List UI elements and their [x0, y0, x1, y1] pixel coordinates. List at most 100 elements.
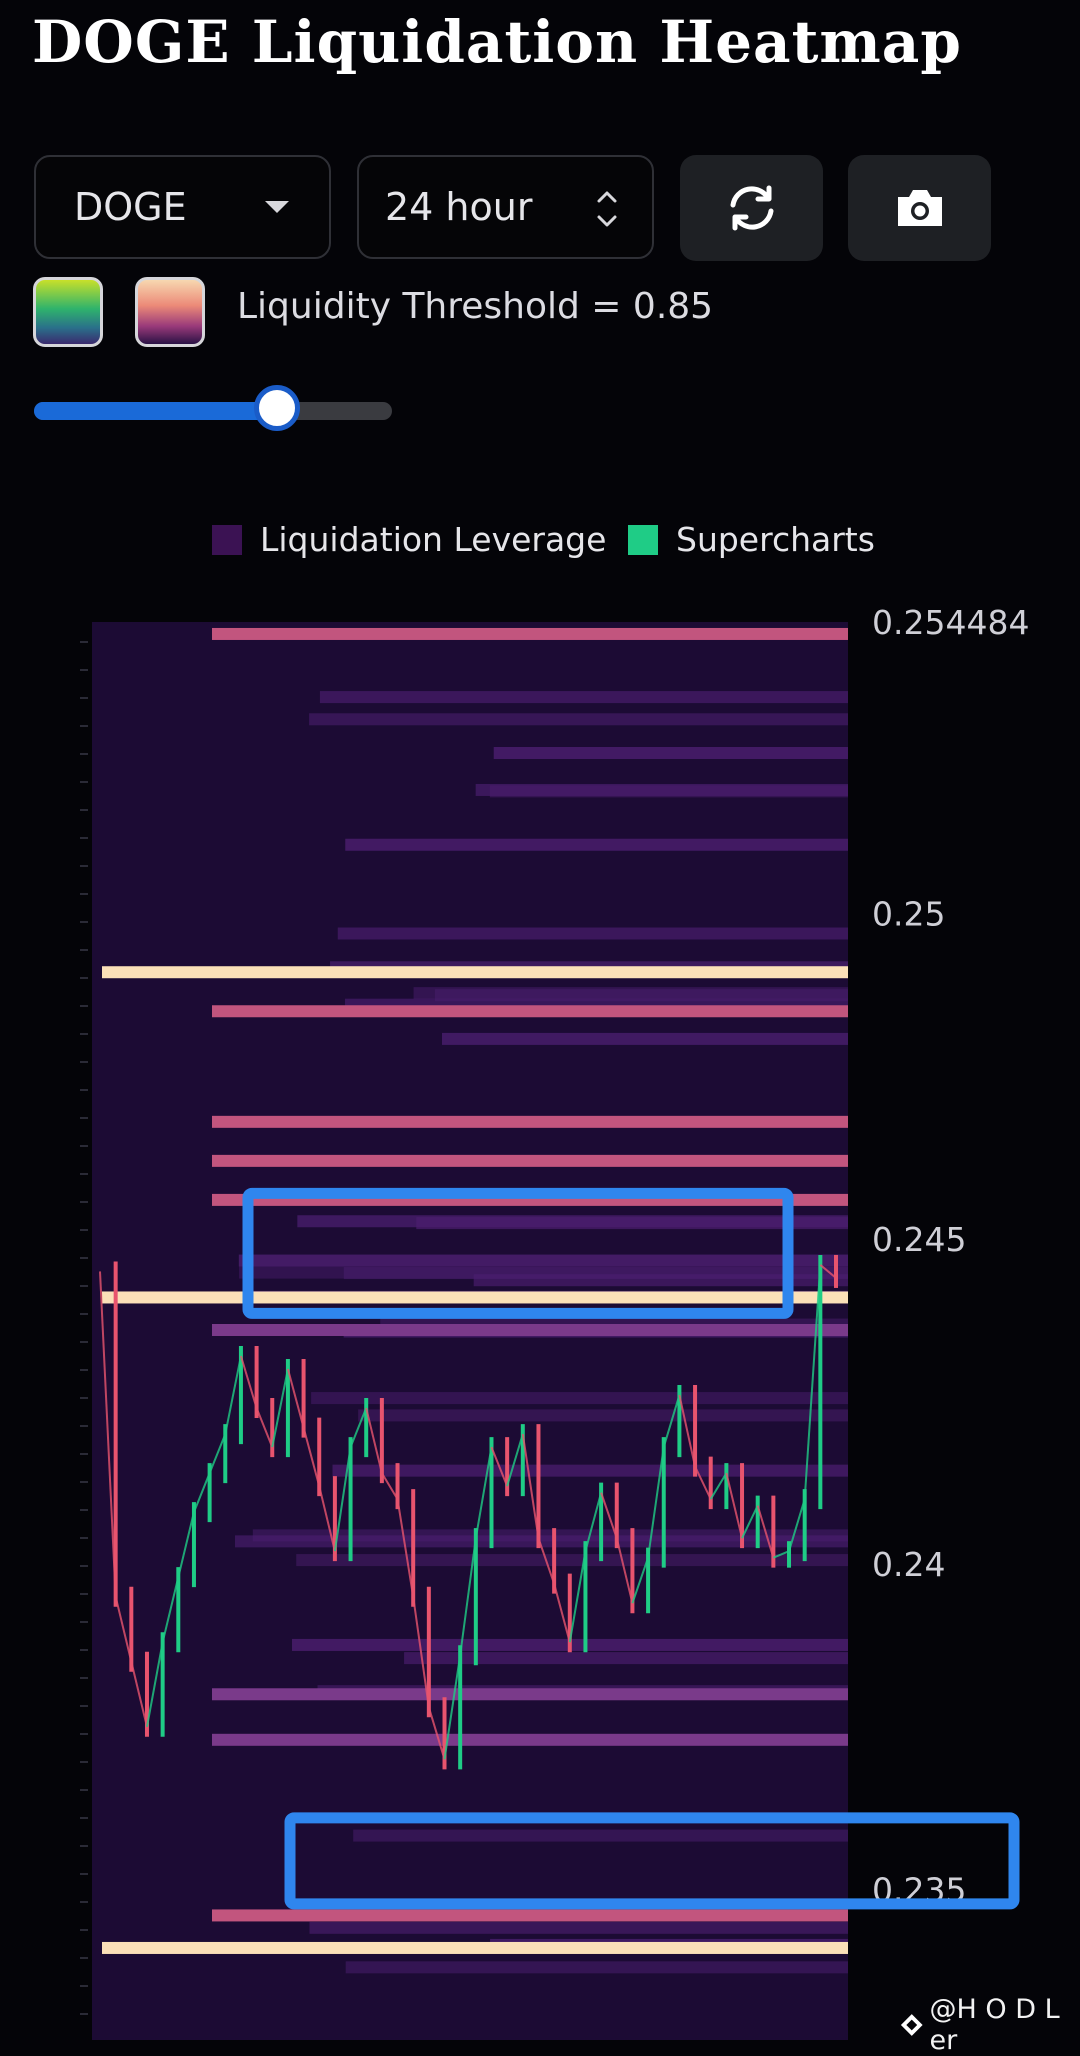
- liquidation-level-bar[interactable]: [212, 1154, 848, 1167]
- liquidation-level-bar[interactable]: [212, 1323, 848, 1336]
- heat-band: [473, 1274, 848, 1287]
- price-line-segment: [365, 1407, 383, 1474]
- heat-band: [337, 927, 848, 940]
- price-line-segment: [803, 1264, 822, 1500]
- y-tick-label: 0.245: [872, 1220, 966, 1259]
- timeframe-select-value: 24 hour: [385, 185, 533, 229]
- liquidation-level-bar[interactable]: [102, 966, 848, 979]
- price-line-segment: [600, 1492, 618, 1539]
- heat-band: [416, 1217, 848, 1230]
- price-line-segment: [239, 1355, 258, 1409]
- highlight-box-lower: [284, 1812, 1020, 1910]
- price-line-segment: [286, 1368, 305, 1428]
- liquidation-level-bar[interactable]: [212, 1909, 848, 1922]
- price-line-segment: [490, 1446, 509, 1487]
- price-line-segment: [318, 1485, 336, 1552]
- palette-option-1[interactable]: [33, 277, 103, 347]
- heat-band: [353, 1829, 848, 1842]
- coin-select-value: DOGE: [74, 185, 187, 229]
- refresh-icon: [730, 185, 773, 231]
- price-line-segment: [427, 1706, 446, 1760]
- watermark: @H O D L er: [900, 1994, 1080, 2056]
- liquidation-level-bar[interactable]: [212, 1115, 848, 1128]
- price-line-segment: [99, 1271, 117, 1597]
- price-line-segment: [161, 1576, 180, 1643]
- price-line-segment: [772, 1550, 790, 1559]
- refresh-button[interactable]: [680, 155, 823, 261]
- coin-select[interactable]: DOGE: [34, 155, 331, 259]
- threshold-label: Liquidity Threshold = 0.85: [237, 286, 714, 327]
- liquidation-level-bar[interactable]: [212, 627, 848, 640]
- price-line-segment: [333, 1446, 352, 1552]
- price-line-segment: [302, 1427, 321, 1487]
- liquidation-level-bar[interactable]: [212, 1733, 848, 1746]
- heat-band: [238, 1254, 848, 1267]
- price-line-segment: [584, 1492, 603, 1552]
- timeframe-select[interactable]: 24 hour: [357, 155, 654, 259]
- price-line-segment: [631, 1557, 650, 1604]
- price-line-segment: [443, 1655, 462, 1760]
- liquidation-level-bar[interactable]: [212, 1688, 848, 1701]
- price-line-segment: [615, 1537, 634, 1604]
- price-line-segment: [521, 1433, 540, 1539]
- price-line-segment: [145, 1642, 164, 1727]
- watermark-text: @H O D L er: [929, 1994, 1060, 2056]
- page-title: DOGE Liquidation Heatmap: [32, 8, 962, 76]
- price-line-segment: [662, 1394, 681, 1448]
- liquidation-level-bar[interactable]: [212, 1005, 848, 1018]
- legend-swatch: [212, 524, 242, 555]
- palette-option-2[interactable]: [135, 277, 205, 347]
- price-line-segment: [709, 1472, 728, 1500]
- price-line-segment: [208, 1433, 227, 1474]
- chevron-down-icon: [265, 201, 289, 213]
- camera-button[interactable]: [848, 155, 991, 261]
- price-line-segment: [756, 1505, 775, 1558]
- price-line-segment: [381, 1472, 399, 1500]
- price-line-segment: [741, 1505, 759, 1539]
- heat-band: [345, 1961, 848, 1974]
- price-line-segment: [130, 1661, 148, 1728]
- price-line-segment: [349, 1407, 368, 1448]
- heat-band: [296, 1554, 848, 1567]
- legend-swatch: [628, 524, 658, 555]
- legend-label: Supercharts: [676, 520, 875, 559]
- price-line-segment: [788, 1498, 806, 1552]
- price-line-segment: [271, 1368, 289, 1448]
- heat-band: [434, 989, 848, 1002]
- liquidation-level-bar[interactable]: [102, 1291, 848, 1304]
- heat-band: [332, 1464, 848, 1477]
- heat-band: [319, 691, 849, 704]
- price-line-segment: [506, 1433, 524, 1487]
- highlight-box-upper: [242, 1187, 794, 1319]
- price-line-segment: [255, 1407, 274, 1448]
- heat-band: [311, 1392, 848, 1405]
- threshold-slider-fill: [34, 402, 278, 420]
- threshold-slider-handle[interactable]: [254, 385, 301, 431]
- legend-item-supercharts[interactable]: Supercharts: [628, 520, 875, 559]
- heat-band: [493, 746, 848, 759]
- threshold-slider[interactable]: [34, 385, 392, 431]
- price-line-segment: [396, 1498, 415, 1597]
- binance-logo-icon: [900, 2014, 923, 2036]
- price-line-segment: [114, 1596, 133, 1662]
- heat-band: [309, 1921, 848, 1934]
- price-line-segment: [568, 1550, 587, 1643]
- heat-band: [345, 838, 848, 851]
- legend-item-liquidation[interactable]: Liquidation Leverage: [212, 520, 606, 559]
- price-line-segment: [474, 1446, 493, 1539]
- price-line-segment: [819, 1264, 837, 1279]
- liquidation-level-bar[interactable]: [102, 1941, 848, 1954]
- heat-band: [358, 1409, 848, 1422]
- y-tick-label: 0.254484: [872, 603, 1029, 642]
- heat-band: [404, 1652, 848, 1665]
- price-line-segment: [412, 1596, 430, 1708]
- price-line-segment: [537, 1537, 556, 1585]
- legend-label: Liquidation Leverage: [260, 520, 607, 559]
- updown-arrows-icon: [597, 191, 617, 227]
- heat-band: [441, 1032, 848, 1045]
- heat-band: [252, 1529, 848, 1542]
- y-tick-label: 0.25: [872, 895, 945, 934]
- price-line-segment: [678, 1394, 697, 1467]
- y-tick-label: 0.24: [872, 1545, 945, 1584]
